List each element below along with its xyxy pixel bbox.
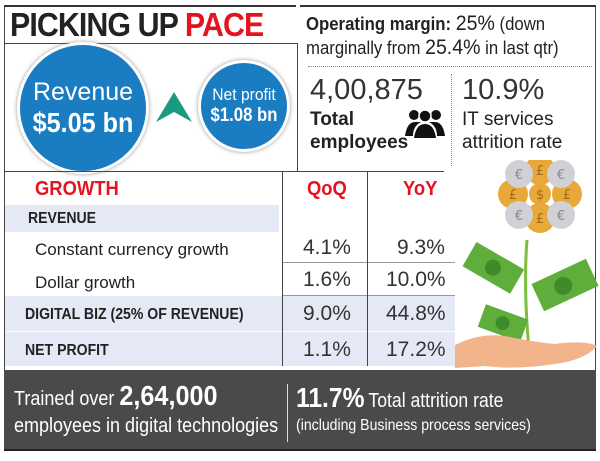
revenue-value: $5.05 bn (32, 106, 134, 138)
row-band (5, 296, 455, 331)
operating-margin-note: (down (499, 14, 546, 34)
headline: PICKING UP PACE (10, 6, 264, 44)
svg-text:£: £ (509, 188, 517, 203)
banknote-leaf (477, 304, 529, 343)
qoq-value: 1.1% (303, 338, 351, 361)
employees-value: 4,00,875 (310, 74, 423, 106)
operating-margin-label: Operating margin: (306, 14, 452, 34)
hand (455, 335, 597, 368)
yoy-value: 17.2% (386, 338, 446, 361)
table-header-yoy: YoY (403, 178, 438, 200)
revenue-circle: Revenue $5.05 bn (17, 42, 149, 174)
total-attrition-label: Total attrition rate (368, 390, 504, 412)
net-profit-value: $1.08 bn (210, 105, 278, 126)
row-divider (283, 262, 455, 263)
operating-margin-note: in last qtr) (485, 38, 559, 58)
net-profit-circle: Net profit $1.08 bn (198, 60, 290, 152)
it-attrition-label-1: IT services (462, 109, 554, 130)
total-attrition-value: 11.7% (296, 382, 365, 413)
row-label: Dollar growth (35, 273, 136, 292)
operating-margin-value: 25% (455, 12, 495, 35)
row-label: Constant currency growth (35, 240, 229, 259)
training-pre: Trained over (14, 388, 115, 410)
it-attrition-value: 10.9% (462, 74, 545, 106)
it-attrition-label: IT services attrition rate (462, 108, 562, 154)
svg-text:£: £ (536, 212, 544, 227)
column-divider (367, 172, 368, 366)
qoq-value: 1.6% (303, 268, 351, 291)
section-revenue: REVENUE (28, 210, 97, 227)
svg-text:€: € (557, 168, 565, 183)
net-profit-label: Net profit (212, 85, 276, 104)
section-rule (4, 171, 444, 172)
svg-text:€: € (515, 168, 523, 183)
row-label: DIGITAL BIZ (25% OF REVENUE) (25, 306, 244, 323)
it-attrition-label-2: attrition rate (462, 132, 563, 153)
dotted-divider (308, 66, 592, 67)
svg-text:£: £ (536, 164, 544, 179)
footer-divider (287, 384, 288, 442)
yoy-value: 9.3% (397, 236, 445, 259)
people-icon (405, 109, 445, 138)
row-band (5, 332, 455, 366)
banknote-leaf (531, 258, 599, 312)
operating-margin-prev: 25.4% (425, 36, 481, 59)
up-arrow-icon (156, 92, 192, 122)
yoy-value: 44.8% (386, 302, 446, 325)
total-attrition-note: (including Business process services) (296, 417, 531, 434)
revenue-label: Revenue (32, 77, 134, 106)
training-number: 2,64,000 (119, 380, 218, 411)
training-post: employees in digital technologies (14, 415, 279, 437)
coin-cluster-icon: £ £ £ £ $ € € € € (498, 160, 582, 233)
row-label: NET PROFIT (25, 342, 109, 359)
yoy-value: 10.0% (386, 268, 446, 291)
employees-label-2: employees (310, 132, 409, 153)
row-divider (5, 331, 455, 332)
infographic-frame (4, 6, 596, 450)
total-attrition-stat: 11.7% Total attrition rate (including Bu… (296, 382, 531, 435)
qoq-value: 4.1% (303, 236, 351, 259)
training-stat: Trained over 2,64,000 employees in digit… (14, 382, 278, 440)
top-rule (4, 5, 296, 7)
svg-text:€: € (557, 209, 565, 224)
table-header-growth: GROWTH (35, 178, 119, 200)
top-rule (300, 5, 596, 7)
svg-text:£: £ (563, 188, 571, 203)
employees-label: Total employees (310, 108, 408, 154)
section-band (5, 205, 279, 232)
footer-band: Trained over 2,64,000 employees in digit… (4, 370, 596, 451)
table-header-qoq: QoQ (307, 178, 347, 200)
headline-black: PICKING UP (10, 6, 178, 43)
banknote-leaf (462, 242, 525, 294)
svg-text:€: € (515, 209, 523, 224)
column-divider (282, 172, 283, 366)
operating-margin: Operating margin: 25% (down marginally f… (306, 12, 580, 60)
operating-margin-note: marginally from (306, 38, 421, 58)
money-plant-coins-hand-illustration: £ £ £ £ $ € € € € (455, 160, 599, 368)
qoq-value: 9.0% (303, 302, 351, 325)
dotted-divider (451, 74, 452, 166)
svg-text:$: $ (536, 188, 544, 203)
employees-label-1: Total (310, 109, 354, 130)
row-divider (283, 295, 455, 296)
headline-red: PACE (184, 6, 264, 43)
